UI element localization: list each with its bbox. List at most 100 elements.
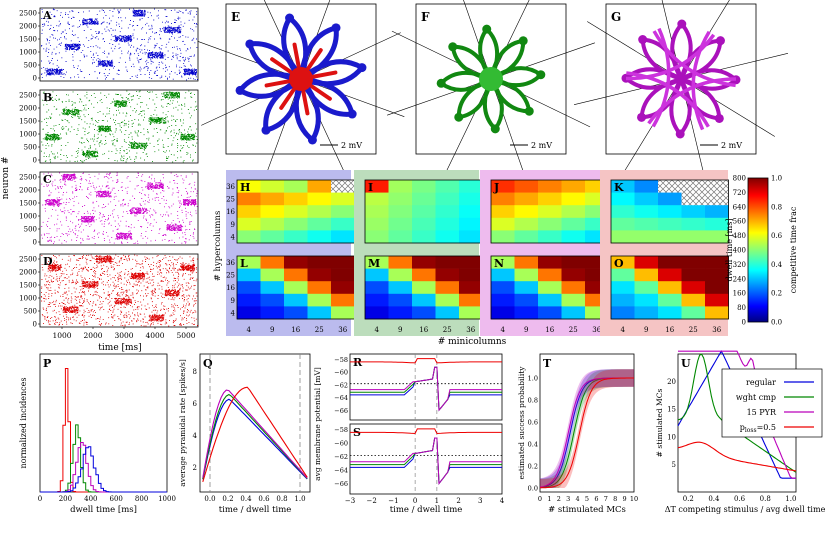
- colorbar-left-tick: 80: [737, 304, 746, 312]
- trajectory-axis: [387, 78, 492, 116]
- heatmap-cell: [634, 205, 659, 219]
- panel-t-xtick: 7: [604, 495, 608, 503]
- heatmap-cell: [561, 205, 586, 219]
- trajectory-axis: [587, 21, 682, 80]
- colorbar-right-label: competitive time frac: [789, 206, 798, 293]
- heatmap-cell: [237, 293, 261, 307]
- raster-xtick-label: 2000: [83, 331, 102, 340]
- colorbar-left-tick: 800: [733, 175, 746, 183]
- heatmap-cell: [388, 281, 413, 295]
- panel-t-ytick: 0.0: [528, 485, 538, 493]
- colorbar-left-tick: 560: [733, 218, 746, 226]
- heatmap-cell: [260, 281, 285, 295]
- panel-p-xlabel: dwell time [ms]: [70, 505, 137, 515]
- colorbar-right-tick: 0.0: [771, 319, 782, 327]
- trajectory-end: [637, 112, 647, 122]
- heatmap-cell: [538, 268, 562, 282]
- panel-q-xtick: 0.8: [276, 495, 287, 503]
- heatmap-cell: [284, 268, 308, 282]
- heatmap-cell: [365, 230, 389, 244]
- heatmap-cell: [365, 256, 389, 269]
- heatmap-cell: [561, 293, 586, 307]
- trajectory-cross: [626, 71, 710, 128]
- colorbar-left-tick: 480: [733, 232, 746, 240]
- heatmap-cell: [435, 180, 460, 193]
- raster-spikes: [41, 8, 198, 81]
- heatmap-cell: [412, 180, 436, 193]
- heatmap-cell: [514, 205, 539, 219]
- raster-frame: [39, 171, 199, 246]
- heatmap-cell: [459, 268, 483, 282]
- panel-t-xtick: 9: [623, 495, 627, 503]
- panel-q-frame: [199, 353, 311, 493]
- heatmap-cell: [658, 205, 682, 219]
- heatmap-cell: [634, 192, 659, 206]
- raster-ytick-label: 1000: [19, 49, 37, 57]
- trajectory-end: [454, 112, 464, 122]
- panel-letter-m: M: [368, 257, 380, 270]
- panel-t-curve: [539, 377, 634, 489]
- panel-q-xtick: 0.6: [258, 495, 270, 503]
- heatmap-cell: [658, 268, 682, 282]
- heatmap-cell: [435, 293, 460, 307]
- heatmap-xtick-label: 4: [501, 326, 506, 334]
- panel-t-xtick: 6: [594, 495, 598, 503]
- panel-q-curve: [202, 389, 308, 479]
- heatmap-cell: [435, 256, 460, 269]
- heatmap-cell: [491, 217, 515, 231]
- heatmap-cell: [538, 217, 562, 231]
- colorbar-right-tick: 0.8: [771, 203, 782, 211]
- heatmap-cell: [538, 205, 562, 219]
- panel-u-ytick: 10: [667, 433, 676, 441]
- heatmap-cell: [307, 217, 332, 231]
- heatmap-cell: [388, 306, 413, 320]
- trajectory-axis: [680, 78, 775, 137]
- heatmap-cell: [561, 230, 586, 244]
- heatmap-cell: [561, 217, 586, 231]
- heatmap-cell: [514, 281, 539, 295]
- panel-q-ylabel: average pyramidal rate [spikes/s]: [178, 359, 187, 487]
- heatmap-ytick-label: 9: [231, 221, 235, 229]
- panel-rs-xtick: −1: [388, 497, 398, 505]
- heatmap-cell: [237, 205, 261, 219]
- raster-ytick-label: 2000: [19, 23, 37, 31]
- heatmap-cell: [331, 256, 355, 269]
- trajectory-end: [482, 24, 492, 34]
- heatmap-cell: [260, 205, 285, 219]
- heatmap-cell: [307, 293, 332, 307]
- trajectory-center: [479, 67, 503, 91]
- panel-letter-l: L: [240, 257, 248, 270]
- panel-rs-xtick: 2: [456, 497, 460, 505]
- colorbar-left-tick: 240: [733, 275, 746, 283]
- panel-rs-ytick: −62: [334, 381, 348, 389]
- raster-ytick-label: 1000: [19, 131, 37, 139]
- heatmap-cell: [514, 293, 539, 307]
- heatmap-cell: [412, 205, 436, 219]
- heatmap-cell: [561, 256, 586, 269]
- heatmap-cell: [237, 256, 261, 269]
- heatmap-cell: [307, 268, 332, 282]
- raster-ytick-label: 2500: [19, 174, 37, 182]
- heatmap-cell: [435, 192, 460, 206]
- heatmap-cell: [705, 306, 729, 320]
- scale-bar-label: 2 mV: [341, 141, 362, 150]
- heatmap-bottom-2: N: [490, 255, 609, 320]
- heatmap-ytick-label: 4: [231, 233, 236, 241]
- panel-u-xtick: 0.2: [683, 495, 694, 503]
- trajectory-end: [675, 129, 685, 139]
- legend-label: 15 PYR: [747, 408, 777, 417]
- panel-rs-xtick: −3: [345, 497, 355, 505]
- heatmap-cell: [681, 192, 706, 206]
- trajectory-axis: [490, 78, 528, 183]
- raster-spikes: [41, 254, 198, 327]
- heatmap-cell: [331, 217, 355, 231]
- heatmap-cell: [284, 180, 308, 193]
- raster-panel-a: A 0 500 1000 1500 2000 2500: [19, 7, 199, 83]
- heatmap-cell: [331, 281, 355, 295]
- panel-u-ytick: 20: [667, 378, 676, 386]
- heatmap-cell: [538, 180, 562, 193]
- heatmap-cell: [435, 230, 460, 244]
- panel-u-xtick: 1.0: [785, 495, 796, 503]
- panel-q-ytick: 2: [193, 464, 197, 472]
- trajectory-axis: [490, 0, 530, 80]
